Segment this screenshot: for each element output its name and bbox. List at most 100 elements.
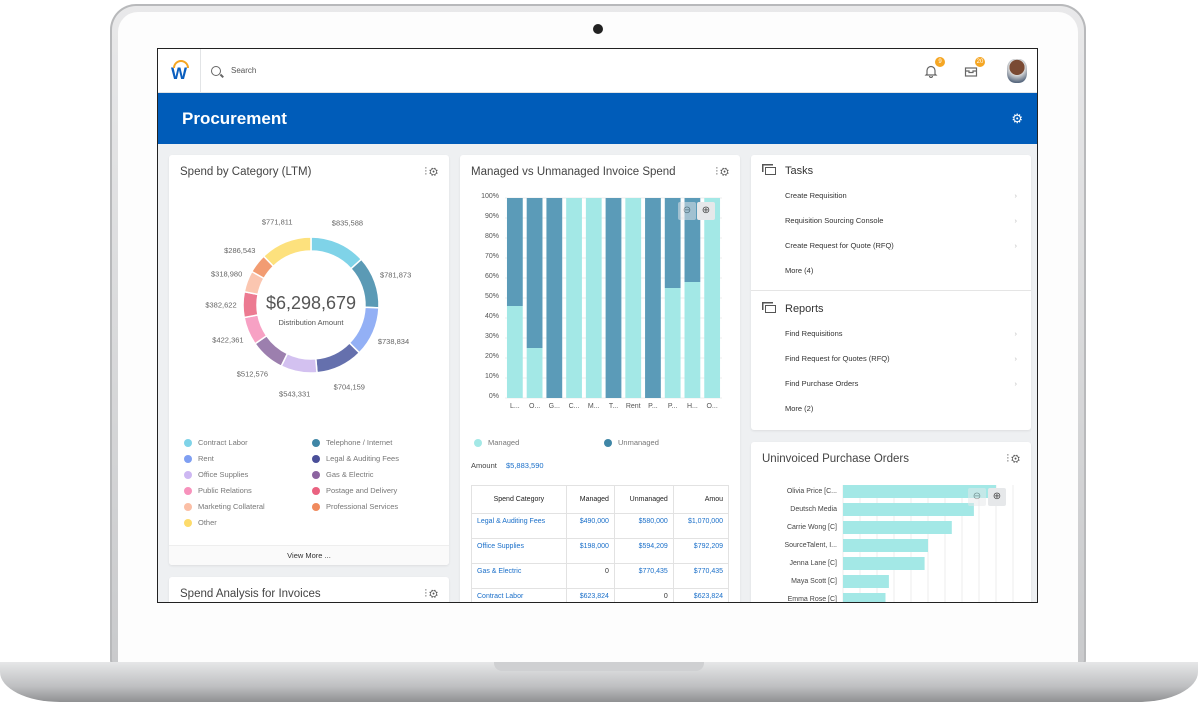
reports-item[interactable]: Find Requisitions › <box>785 329 1017 338</box>
table-cell[interactable]: $770,435 <box>613 563 674 589</box>
table-cell[interactable]: $198,000 <box>565 538 615 564</box>
x-tick-label: Rent <box>625 403 641 410</box>
category-link[interactable]: Gas & Electric <box>471 563 567 589</box>
filter-icon[interactable]: ⫶ <box>1006 453 1012 465</box>
gear-icon[interactable]: ⚙ <box>429 588 440 600</box>
zoom-out-button[interactable]: ⊖ <box>678 202 696 220</box>
reports-icon <box>765 305 776 313</box>
legend-dot <box>312 438 320 447</box>
tasks-item[interactable]: Create Request for Quote (RFQ) › <box>785 241 1017 250</box>
divider <box>751 290 1031 291</box>
slice-label: $835,588 <box>332 219 363 228</box>
table-cell[interactable]: $580,000 <box>613 513 674 539</box>
bar-managed[interactable] <box>506 306 523 398</box>
inbox-button[interactable]: 20 <box>964 57 985 78</box>
bar-managed[interactable] <box>526 348 543 398</box>
gear-icon[interactable]: ⚙ <box>429 166 440 178</box>
column-header[interactable]: Unmanaged <box>613 485 674 514</box>
column-header[interactable]: Managed <box>565 485 615 514</box>
tasks-item[interactable]: Requisition Sourcing Console › <box>785 216 1017 225</box>
inbox-badge: 20 <box>975 57 985 67</box>
table-cell[interactable]: $1,070,000 <box>672 513 730 539</box>
tasks-item[interactable]: More (4) <box>785 266 1017 275</box>
amount-label: Amount <box>471 461 497 470</box>
spend-by-category-card: Spend by Category (LTM) ⫶⚙ $835,588 $781,… <box>169 155 449 565</box>
legend-label: Other <box>198 518 217 527</box>
bar-unmanaged[interactable] <box>664 198 681 288</box>
table-cell[interactable]: $623,824 <box>672 588 730 602</box>
donut-slice[interactable] <box>314 341 361 374</box>
gear-icon[interactable]: ⚙ <box>720 166 731 178</box>
bar-unmanaged[interactable] <box>605 198 622 398</box>
category-link[interactable]: Contract Labor <box>471 588 567 602</box>
bar-unmanaged[interactable] <box>546 198 563 398</box>
managed-vs-unmanaged-card: Managed vs Unmanaged Invoice Spend ⫶⚙ 0%… <box>460 155 740 602</box>
bar-managed[interactable] <box>664 288 681 398</box>
bar-managed[interactable] <box>585 198 602 398</box>
tasks-item[interactable]: Create Requisition › <box>785 191 1017 200</box>
item-label: Find Purchase Orders <box>785 379 859 388</box>
filter-icon[interactable]: ⫶ <box>715 166 721 178</box>
bar[interactable] <box>843 539 928 552</box>
column-header[interactable]: Spend Category <box>471 485 567 514</box>
bar-managed[interactable] <box>684 282 701 398</box>
reports-title: Reports <box>785 303 824 315</box>
bar-managed[interactable] <box>704 198 721 398</box>
category-link[interactable]: Office Supplies <box>471 538 567 564</box>
legend-label: Gas & Electric <box>326 470 374 479</box>
view-more-button[interactable]: View More ... <box>169 545 449 565</box>
logo-letter: W <box>170 63 188 83</box>
bar-managed[interactable] <box>566 198 582 398</box>
avatar[interactable] <box>1007 59 1027 83</box>
legend-label: Unmanaged <box>618 438 659 447</box>
zoom-in-button[interactable]: ⊕ <box>697 202 715 220</box>
bar-unmanaged[interactable] <box>526 198 543 348</box>
tasks-reports-card: Tasks Create Requisition › Requisition Sou… <box>751 155 1031 430</box>
zoom-in-button[interactable]: ⊕ <box>988 488 1006 506</box>
table-cell[interactable]: $623,824 <box>565 588 615 602</box>
zoom-out-button[interactable]: ⊖ <box>968 488 986 506</box>
uninvoiced-po-card: Uninvoiced Purchase Orders ⫶⚙ Olivia Pri… <box>751 442 1031 603</box>
bar[interactable] <box>843 557 925 570</box>
bar-unmanaged[interactable] <box>506 198 523 306</box>
workday-logo[interactable]: W <box>158 49 201 93</box>
slice-label: $382,622 <box>205 300 236 309</box>
card-title: Spend Analysis for Invoices <box>180 588 321 600</box>
category-link[interactable]: Legal & Auditing Fees <box>471 513 567 539</box>
bar[interactable] <box>843 485 996 498</box>
bar[interactable] <box>843 593 886 603</box>
table-cell[interactable]: $490,000 <box>565 513 615 539</box>
reports-item[interactable]: Find Request for Quotes (RFQ) › <box>785 354 1017 363</box>
gear-icon[interactable]: ⚙ <box>1011 110 1023 126</box>
reports-heading: Reports <box>765 303 824 315</box>
y-tick-label: 20% <box>484 353 499 360</box>
x-tick-label: O... <box>706 403 718 410</box>
bar[interactable] <box>843 521 952 534</box>
donut-slice[interactable] <box>348 306 380 354</box>
table-cell[interactable]: $770,435 <box>672 563 730 589</box>
filter-icon[interactable]: ⫶ <box>424 588 430 600</box>
chevron-right-icon: › <box>1014 241 1018 250</box>
y-tick-label: 60% <box>484 273 499 280</box>
reports-item[interactable]: More (2) <box>785 404 1017 413</box>
bar[interactable] <box>843 575 889 588</box>
reports-item[interactable]: Find Purchase Orders › <box>785 379 1017 388</box>
bar[interactable] <box>843 503 974 516</box>
table-cell[interactable]: $792,209 <box>672 538 730 564</box>
legend-item: Telephone / Internet <box>312 438 392 447</box>
search-input[interactable]: Search <box>211 65 256 76</box>
bar-managed[interactable] <box>625 198 642 398</box>
amount-value[interactable]: $5,883,590 <box>506 461 544 470</box>
gear-icon[interactable]: ⚙ <box>1011 453 1022 465</box>
notifications-button[interactable]: 9 <box>924 57 945 78</box>
legend-item: Legal & Auditing Fees <box>312 454 399 463</box>
top-bar: W Search 9 20 <box>158 49 1037 93</box>
table-cell[interactable]: $594,209 <box>613 538 674 564</box>
donut-slice[interactable] <box>262 236 312 268</box>
legend-unmanaged: Unmanaged <box>604 438 659 447</box>
donut-slice[interactable] <box>310 236 363 270</box>
legend-label: Rent <box>198 454 214 463</box>
filter-icon[interactable]: ⫶ <box>424 166 430 178</box>
column-header[interactable]: Amou <box>672 485 730 514</box>
bar-unmanaged[interactable] <box>645 198 661 398</box>
